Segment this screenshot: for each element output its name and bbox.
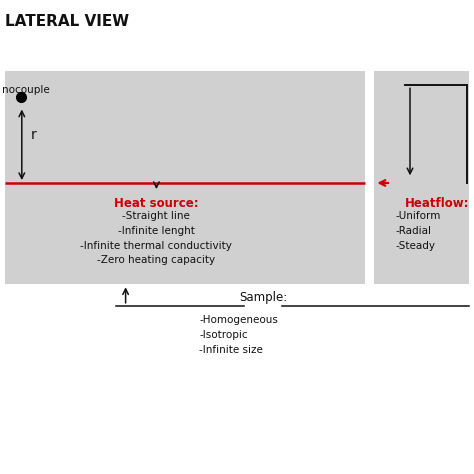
Text: -Homogeneous
-Isotropic
-Infinite size: -Homogeneous -Isotropic -Infinite size [199,315,278,355]
Bar [5,71,365,284]
Text: Sample:: Sample: [239,291,287,304]
Text: LATERAL VIEW: LATERAL VIEW [5,14,129,29]
Text: Heatflow:: Heatflow: [405,197,470,210]
Text: -Straight line
-Infinite lenght
-Infinite thermal conductivity
-Zero heating cap: -Straight line -Infinite lenght -Infinit… [81,211,232,265]
Text: r: r [31,128,36,142]
Text: -Uniform
-Radial
-Steady: -Uniform -Radial -Steady [396,211,441,251]
Text: Heat source:: Heat source: [114,197,199,210]
Text: nocouple: nocouple [2,85,50,95]
Bar [374,71,469,284]
